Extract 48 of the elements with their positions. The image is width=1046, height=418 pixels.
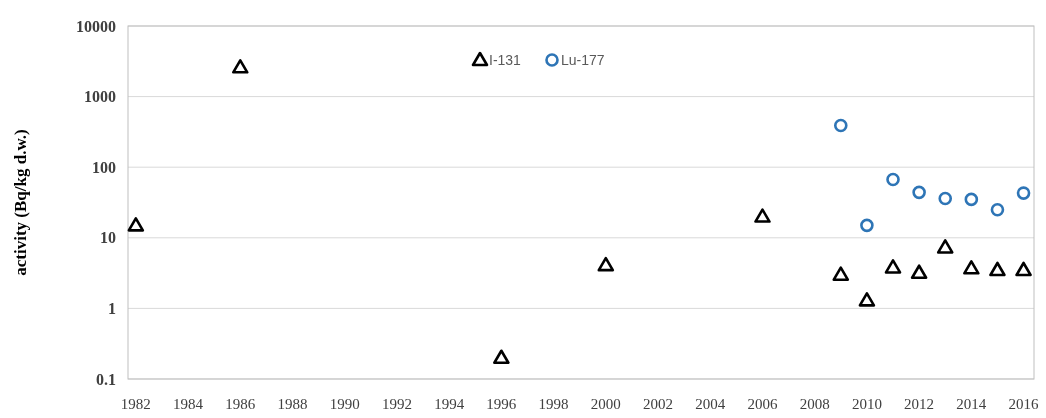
point [910, 264, 928, 280]
point [1015, 261, 1032, 277]
x-tick-label: 1996 [486, 396, 517, 412]
x-tick-label: 2010 [851, 396, 882, 412]
point [754, 208, 771, 223]
x-tick-label: 1982 [120, 396, 151, 412]
point [231, 59, 249, 74]
point [1016, 186, 1031, 200]
point [963, 259, 980, 275]
point [860, 218, 874, 233]
x-tick-label: 2014 [956, 396, 987, 412]
point [493, 349, 510, 365]
point [964, 192, 979, 207]
y-tick-label: 1000 [84, 88, 116, 106]
point [990, 202, 1005, 217]
point [884, 259, 902, 274]
x-tick-label: 1994 [434, 396, 465, 412]
y-tick-label: 10000 [76, 17, 116, 35]
x-tick-label: 1990 [329, 396, 360, 412]
y-tick-label: 1 [108, 300, 116, 317]
x-tick-label: 1998 [538, 396, 569, 412]
point [858, 292, 876, 307]
point [597, 256, 615, 272]
point [936, 239, 954, 254]
point [938, 191, 953, 206]
point [989, 261, 1006, 277]
y-tick-label: 10 [100, 229, 116, 247]
x-tick-label: 1984 [173, 396, 204, 412]
x-tick-label: 1986 [225, 396, 256, 412]
x-tick-label: 2006 [747, 396, 778, 412]
x-tick-label: 1992 [381, 396, 412, 412]
y-tick-label: 0.1 [96, 370, 116, 388]
point [127, 217, 145, 232]
x-tick-label: 2004 [695, 396, 726, 412]
point [912, 185, 926, 200]
x-tick-label: 2002 [643, 396, 674, 412]
y-axis-title: activity (Bq/kg d.w.) [11, 129, 30, 276]
point [833, 118, 848, 133]
legend-label: I-131 [489, 51, 522, 68]
y-tick-label: 100 [92, 158, 116, 176]
x-tick-label: 2008 [799, 396, 830, 412]
x-tick-label: 2000 [590, 396, 621, 412]
legend-label: Lu-177 [561, 51, 605, 68]
x-tick-label: 2012 [904, 396, 935, 412]
x-tick-label: 1988 [277, 396, 308, 412]
point [832, 266, 850, 282]
point [886, 172, 900, 187]
x-tick-label: 2016 [1008, 396, 1040, 412]
